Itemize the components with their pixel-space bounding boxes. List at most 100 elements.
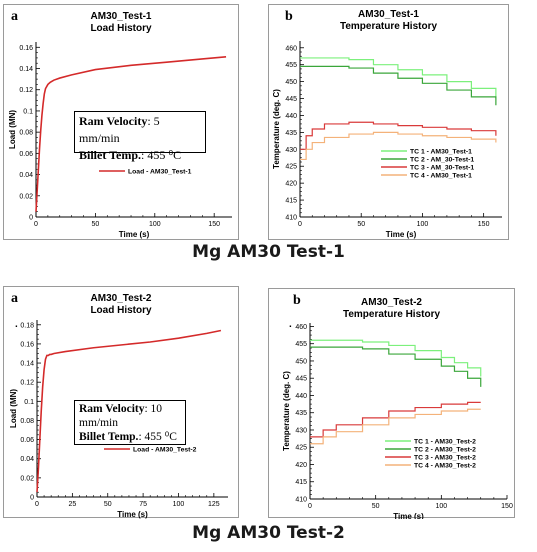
legend-label-1: Load - AM30_Test-1 bbox=[128, 169, 192, 176]
legend-label-4: TC 4 - AM30_Test-1 bbox=[410, 173, 472, 180]
x-tick-label: 50 bbox=[104, 501, 112, 508]
ram-velocity-label: Ram Velocity bbox=[79, 403, 145, 415]
chart-title: AM30_Test-2 Temperature History bbox=[269, 297, 514, 321]
y-tick-label: 0.04 bbox=[19, 172, 33, 179]
x-tick-label: 50 bbox=[91, 221, 99, 228]
x-tick-label: 100 bbox=[149, 221, 161, 228]
y-axis-label: Load (MN) bbox=[8, 110, 17, 149]
ram-velocity-value: : 5 mm/min bbox=[79, 114, 160, 145]
y-tick-label: 420 bbox=[295, 462, 307, 469]
series-line-3 bbox=[310, 401, 481, 438]
x-tick-label: 0 bbox=[35, 501, 39, 508]
y-tick-label: 0.1 bbox=[23, 108, 33, 115]
chart-title-line2: Temperature History bbox=[342, 309, 441, 320]
y-tick-label: 445 bbox=[285, 96, 297, 103]
x-tick-label: 150 bbox=[478, 221, 490, 228]
legend-label-1: Load - AM30_Test-2 bbox=[133, 447, 197, 454]
y-axis-label: Temperature (deg. C) bbox=[282, 371, 291, 451]
y-tick-label: 440 bbox=[295, 393, 307, 400]
y-tick-label: 455 bbox=[285, 62, 297, 69]
x-tick-label: 50 bbox=[372, 503, 380, 510]
y-tick-label: 0.1 bbox=[24, 399, 34, 406]
test-parameters-box: Ram Velocity: 10 mm/min Billet Temp.: 45… bbox=[74, 400, 186, 445]
y-tick-label: 455 bbox=[295, 341, 307, 348]
ram-velocity-label: Ram Velocity bbox=[79, 114, 148, 128]
x-tick-label: 50 bbox=[357, 221, 365, 228]
y-tick-label: 0.16 bbox=[20, 341, 34, 348]
x-tick-label: 25 bbox=[68, 501, 76, 508]
y-tick-label: 415 bbox=[285, 198, 297, 205]
x-tick-label: 150 bbox=[208, 221, 220, 228]
chart-title-line1: AM30_Test-1 bbox=[90, 11, 152, 22]
chart-title-line1: AM30_Test-2 bbox=[90, 293, 152, 304]
billet-temp-value: : 455 ⁰C bbox=[141, 148, 182, 162]
y-tick-label: 0 bbox=[29, 215, 33, 222]
y-axis-label: Load (MN) bbox=[9, 389, 18, 428]
x-axis-label: Time (s) bbox=[117, 510, 148, 519]
y-tick-label: 0.06 bbox=[19, 151, 33, 158]
x-axis-label: Time (s) bbox=[393, 512, 424, 519]
y-tick-label: 415 bbox=[295, 479, 307, 486]
series-line-3 bbox=[300, 121, 497, 150]
x-tick-label: 125 bbox=[208, 501, 220, 508]
y-tick-label: 0 bbox=[30, 495, 34, 502]
chart-title: AM30_Test-1 Load History bbox=[4, 11, 238, 35]
y-tick-label: 0.04 bbox=[20, 456, 34, 463]
series-line-1 bbox=[310, 339, 482, 377]
panel-letter: a bbox=[11, 9, 18, 24]
chart-title-line2: Load History bbox=[90, 305, 152, 316]
chart-title-line2: Temperature History bbox=[339, 21, 438, 32]
legend-label-4: TC 4 - AM30_Test-2 bbox=[414, 463, 476, 470]
chart-svg: 0 50 100 150 0 0.02 0.04 0.06 0.08 0.1 0.12 0.14 0.1… bbox=[8, 42, 232, 239]
y-tick-label: 410 bbox=[295, 497, 307, 504]
x-tick-label: 0 bbox=[34, 221, 38, 228]
panel-letter: a bbox=[11, 291, 18, 306]
y-tick-label: 0.18 bbox=[20, 322, 34, 329]
panel-letter: b bbox=[285, 9, 293, 24]
y-tick-label: 450 bbox=[295, 358, 307, 365]
series-line-2 bbox=[300, 65, 497, 106]
y-tick-label: 0.08 bbox=[19, 130, 33, 137]
x-axis-label: Time (s) bbox=[119, 230, 150, 239]
y-tick-label: 460 bbox=[285, 45, 297, 52]
y-tick-label: 430 bbox=[285, 147, 297, 154]
y-tick-label: 440 bbox=[285, 113, 297, 120]
chart-svg: 0 25 50 75 100 125 0 0.02 0.04 0.06 0.08 0.1 0.12 0.1… bbox=[9, 320, 228, 519]
billet-temp-label: Billet Temp. bbox=[79, 148, 142, 162]
y-tick-label: 425 bbox=[295, 445, 307, 452]
y-axis-label: Temperature (deg. C) bbox=[272, 89, 281, 169]
y-tick-label: 430 bbox=[295, 427, 307, 434]
y-tick-label: 450 bbox=[285, 79, 297, 86]
series-line-4 bbox=[300, 131, 497, 161]
legend-label-1: TC 1 - AM30_Test-2 bbox=[414, 439, 476, 446]
chart-title-line1: AM30_Test-1 bbox=[358, 9, 419, 20]
y-tick-label: 0.14 bbox=[20, 361, 34, 368]
y-tick-label: 435 bbox=[285, 130, 297, 137]
series-line-1 bbox=[36, 329, 222, 493]
series-line-1 bbox=[300, 57, 497, 99]
legend-label-3: TC 3 - AM30_Test-2 bbox=[414, 455, 476, 462]
y-tick-label: 0.14 bbox=[19, 66, 33, 73]
y-tick-label: 0.12 bbox=[19, 87, 33, 94]
y-tick-label: 435 bbox=[295, 410, 307, 417]
temperature-history-panel-test1: b AM30_Test-1 Temperature History 0 50 100… bbox=[268, 4, 509, 240]
chart-svg: 0 50 100 150 410 415 420 425 430 435 440 445 450 455 4… bbox=[272, 41, 502, 239]
series-line-2 bbox=[310, 346, 482, 387]
stray-dot-mark: . bbox=[15, 319, 18, 330]
test2-heading: Mg AM30 Test-2 bbox=[192, 523, 345, 543]
x-tick-label: 150 bbox=[501, 503, 513, 510]
test-parameters-box: Ram Velocity: 5 mm/min Billet Temp.: 455… bbox=[74, 111, 206, 162]
panel-letter: b bbox=[293, 293, 301, 308]
x-tick-label: 0 bbox=[308, 503, 312, 510]
chart-title: AM30_Test-1 Temperature History bbox=[269, 9, 508, 33]
x-tick-label: 100 bbox=[173, 501, 185, 508]
chart-title-line2: Load History bbox=[90, 23, 152, 34]
chart-title-line1: AM30_Test-2 bbox=[361, 297, 422, 308]
stray-dot-mark: . bbox=[289, 319, 292, 330]
test1-heading: Mg AM30 Test-1 bbox=[192, 242, 345, 262]
billet-temp-value: : 455 ⁰C bbox=[138, 431, 177, 443]
y-tick-label: 0.16 bbox=[19, 45, 33, 52]
y-tick-label: 445 bbox=[295, 376, 307, 383]
series-line-4 bbox=[310, 408, 481, 445]
billet-temp-label: Billet Temp. bbox=[79, 431, 139, 443]
